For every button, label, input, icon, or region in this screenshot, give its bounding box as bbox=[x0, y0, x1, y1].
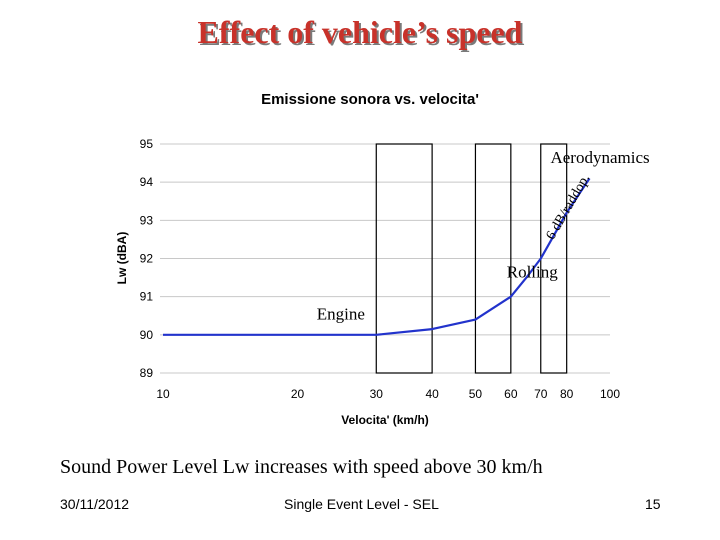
series-layer bbox=[163, 177, 591, 336]
speed-band bbox=[375, 143, 433, 374]
tick-layer: 89 90 91 92 93 94 95 10 20 30 40 50 60 70 80 100 bbox=[140, 137, 621, 401]
annotation-label: Engine bbox=[317, 305, 365, 324]
series-line-lw bbox=[163, 177, 591, 336]
x-tick-label: 100 bbox=[600, 387, 620, 401]
annotation-label: Rolling bbox=[507, 263, 559, 282]
chart-title: Emissione sonora vs. velocita' bbox=[261, 91, 479, 108]
x-tick-label: 30 bbox=[370, 387, 384, 401]
x-tick-label: 40 bbox=[425, 387, 439, 401]
x-tick-label: 80 bbox=[560, 387, 574, 401]
grid-layer bbox=[160, 143, 610, 374]
x-tick-label: 20 bbox=[291, 387, 305, 401]
y-tick-label: 91 bbox=[140, 290, 154, 304]
y-tick-label: 93 bbox=[140, 213, 154, 227]
y-tick-label: 94 bbox=[140, 175, 154, 189]
slide-title: Effect of vehicle’s speed bbox=[197, 14, 523, 50]
x-axis-label: Velocita' (km/h) bbox=[341, 413, 429, 427]
y-tick-label: 95 bbox=[140, 137, 154, 151]
x-tick-label: 50 bbox=[469, 387, 483, 401]
x-tick-label: 60 bbox=[504, 387, 518, 401]
annotation-label: Aerodynamics bbox=[550, 148, 649, 167]
footer-date: 30/11/2012 bbox=[60, 496, 130, 512]
y-tick-label: 90 bbox=[140, 328, 154, 342]
x-tick-label: 10 bbox=[156, 387, 170, 401]
speed-band bbox=[474, 143, 512, 374]
slide-caption: Sound Power Level Lw increases with spee… bbox=[60, 456, 543, 478]
y-axis-label: Lw (dBA) bbox=[115, 232, 129, 285]
footer-center: Single Event Level - SEL bbox=[284, 496, 439, 512]
y-tick-label: 92 bbox=[140, 252, 154, 266]
y-tick-label: 89 bbox=[140, 366, 154, 380]
x-tick-label: 70 bbox=[534, 387, 548, 401]
footer-page-number: 15 bbox=[645, 496, 661, 512]
